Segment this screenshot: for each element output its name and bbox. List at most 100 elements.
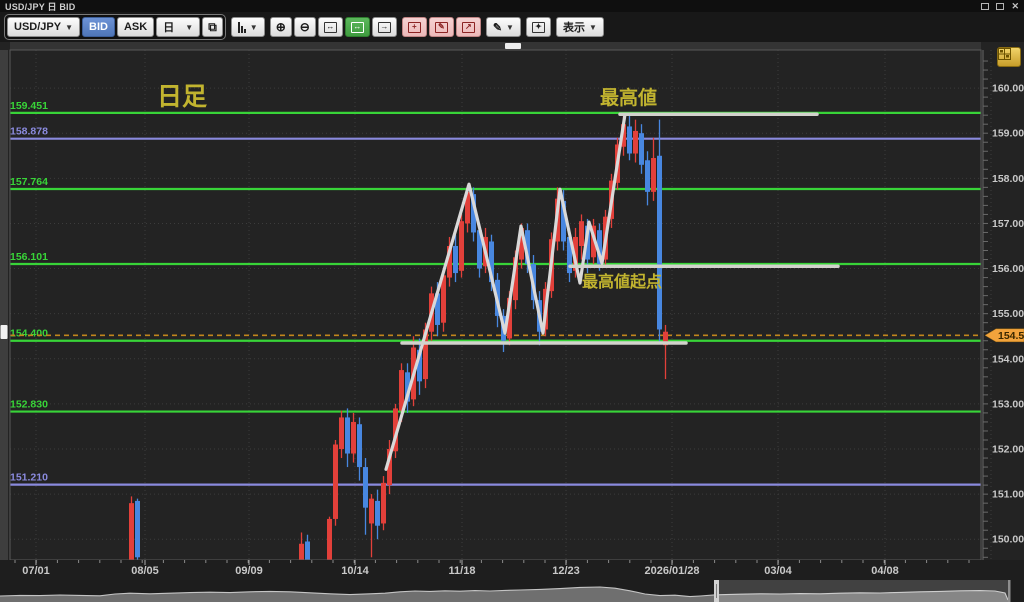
y-axis-label: 153.000 [992, 398, 1024, 410]
ask-button[interactable]: ASK [116, 17, 155, 37]
gridlines [10, 50, 992, 560]
bid-label: BID [89, 21, 108, 33]
chart-type-button[interactable]: ▼ [230, 17, 265, 37]
x-axis-label: 09/09 [235, 565, 263, 577]
navigator-range-end-handle[interactable] [1008, 580, 1011, 602]
y-axis-label: 152.000 [992, 444, 1024, 456]
y-axis-label: 155.000 [992, 308, 1024, 320]
y-axis-label: 159.000 [992, 128, 1024, 140]
chart-area[interactable]: 159.451 158.878 157.764 156.101 154.400 152.8… [0, 42, 1024, 560]
zoom-in-icon: ⊕ [275, 20, 286, 34]
annotation-text[interactable]: 最高値 [600, 86, 657, 109]
navigator-chart [0, 580, 1024, 602]
draw-add-icon: + [407, 21, 421, 33]
display-menu-label: 表示 [562, 22, 585, 34]
y-axis-label: 154.000 [992, 353, 1024, 365]
pencil-icon: ✎ [492, 21, 503, 34]
y-axis-label: 160.000 [992, 83, 1024, 95]
window-title: USD/JPY 日 BID [5, 1, 76, 12]
level-label: 159.451 [10, 100, 48, 112]
pane-expand-left-icon: ↔ [323, 21, 337, 33]
x-axis-label: 11/18 [448, 565, 476, 577]
toolbar: USD/JPY ▼ BID ASK 日 ▼ ⧉ ▼ ⊕ [0, 12, 1024, 42]
duplicate-chart-icon: ⧉ [208, 19, 217, 34]
left-scrollbar-track[interactable] [0, 50, 8, 560]
x-axis[interactable]: 07/01 08/05 09/09 10/14 11/18 12/23 2026/01/28… [0, 560, 1024, 580]
x-axis-label: 2026/01/28 [644, 565, 700, 577]
titlebar: USD/JPY 日 BID ✕ [0, 0, 1024, 12]
x-axis-label: 10/14 [341, 565, 369, 577]
candles [129, 112, 668, 560]
chevron-down-icon: ▼ [506, 22, 514, 32]
window-controls: ✕ [981, 0, 1019, 11]
level-label: 157.764 [10, 176, 48, 188]
price-chart[interactable]: 159.451 158.878 157.764 156.101 154.400 152.8… [0, 42, 1024, 560]
navigator-line [0, 586, 1009, 601]
pane-expand-left-button[interactable]: ↔ [317, 17, 343, 37]
annotation-button[interactable]: ✦ [525, 17, 551, 37]
draw-move-button[interactable]: ↗ [455, 17, 481, 37]
x-axis-label: 12/23 [552, 565, 580, 577]
zoom-in-button[interactable]: ⊕ [269, 17, 292, 37]
chevron-down-icon: ▼ [185, 22, 194, 32]
pane-fit-button[interactable]: ↔ [344, 17, 370, 37]
annotation-icon: ✦ [531, 21, 545, 33]
bid-button[interactable]: BID [82, 17, 115, 37]
draw-group: + ✎ ↗ [401, 17, 481, 37]
left-scrollbar-thumb[interactable] [0, 325, 8, 339]
duplicate-chart-button[interactable]: ⧉ [202, 17, 223, 37]
symbol-selector-label: USD/JPY [14, 21, 62, 33]
draw-add-button[interactable]: + [401, 17, 427, 37]
top-scrollbar-track[interactable] [10, 42, 981, 50]
maximize-icon[interactable] [996, 2, 1005, 10]
x-axis-label: 04/08 [871, 565, 899, 577]
navigator-selected-range[interactable] [716, 580, 1008, 602]
y-axis-label: 150.000 [992, 534, 1024, 546]
x-axis-label: 03/04 [764, 565, 792, 577]
zigzag-trendline[interactable] [384, 112, 627, 471]
top-scrollbar-thumb[interactable] [505, 43, 521, 49]
x-axis-label: 07/01 [22, 565, 50, 577]
level-label: 156.101 [10, 251, 48, 263]
x-axis-ticks [14, 560, 970, 565]
chevron-down-icon: ▼ [65, 22, 73, 32]
layout-grid-button[interactable] [997, 47, 1021, 67]
level-label: 152.830 [10, 399, 48, 411]
draw-edit-icon: ✎ [434, 21, 448, 33]
pane-expand-right-button[interactable]: → [371, 17, 397, 37]
y-axis-label: 151.000 [992, 489, 1024, 501]
level-label: 151.210 [10, 472, 48, 484]
close-icon[interactable]: ✕ [1011, 0, 1019, 11]
symbol-group: USD/JPY ▼ BID ASK 日 ▼ ⧉ [4, 14, 226, 40]
pane-fit-icon: ↔ [350, 21, 364, 33]
chevron-down-icon: ▼ [588, 22, 597, 32]
chart-type-icon [237, 21, 246, 33]
y-axis-label: 157.000 [992, 218, 1024, 230]
navigator-strip[interactable] [0, 580, 1024, 602]
ask-label: ASK [123, 21, 148, 33]
zoom-out-button[interactable]: ⊖ [293, 17, 316, 37]
level-label: 154.400 [10, 328, 48, 340]
annotation-text[interactable]: 最高値起点 [582, 272, 662, 291]
zoom-out-icon: ⊖ [299, 20, 310, 34]
current-price-badge-label: 154.520 [998, 330, 1024, 342]
draw-move-icon: ↗ [461, 21, 475, 33]
level-label: 158.878 [10, 126, 48, 138]
minimize-icon[interactable] [981, 2, 990, 10]
y-axis-label: 156.000 [992, 263, 1024, 275]
plot-frame [9, 49, 982, 560]
annotation-text[interactable]: 日足 [157, 83, 207, 111]
pencil-button[interactable]: ✎ ▼ [485, 17, 521, 37]
symbol-selector[interactable]: USD/JPY ▼ [7, 17, 80, 37]
y-axis-label: 158.000 [992, 173, 1024, 185]
zoom-group: ⊕ ⊖ ↔ ↔ → [269, 17, 397, 37]
period-label: 日 [163, 22, 175, 34]
pane-expand-right-icon: → [377, 21, 391, 33]
chevron-down-icon: ▼ [249, 22, 258, 32]
period-selector[interactable]: 日 ▼ [156, 17, 201, 37]
draw-edit-button[interactable]: ✎ [428, 17, 454, 37]
navigator-area [0, 587, 1008, 602]
layout-grid-icon [998, 48, 1011, 60]
display-menu-button[interactable]: 表示 ▼ [555, 17, 604, 37]
